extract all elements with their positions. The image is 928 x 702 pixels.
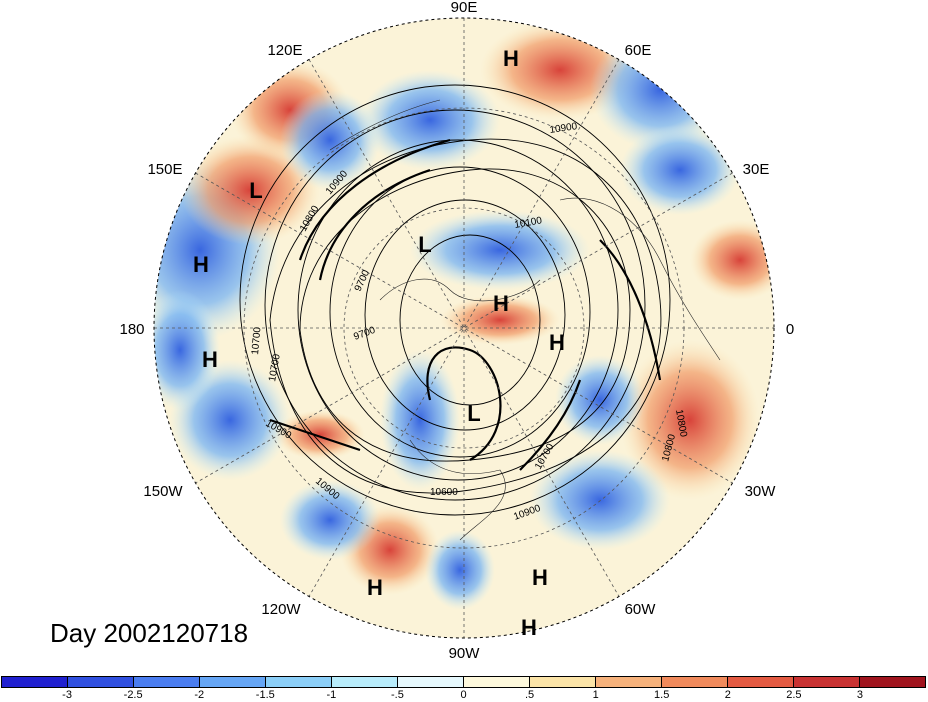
map-boundary — [153, 17, 775, 639]
height-contours — [239, 84, 671, 516]
colorbar-swatch — [530, 677, 596, 687]
contour-label: 10600 — [430, 487, 458, 498]
lon-label-150w: 150W — [143, 483, 183, 500]
lon-label-120e: 120E — [267, 42, 302, 59]
colorbar-swatch — [596, 677, 662, 687]
colorbar-tick-label: -3 — [62, 689, 72, 701]
lon-label-180: 180 — [119, 321, 144, 338]
colorbar-tick-label: 2 — [724, 689, 731, 701]
high-pressure-marker: H — [493, 291, 509, 316]
colorbar-swatch — [332, 677, 398, 687]
colorbar-tick-label: -1.5 — [255, 689, 275, 701]
colorbar — [1, 676, 926, 688]
colorbar-swatch — [2, 677, 68, 687]
lon-label-120w: 120W — [261, 601, 301, 618]
lon-label-150e: 150E — [147, 161, 182, 178]
colorbar-ticks: -3 -2.5 -2 -1.5 -1 -.5 0 .5 1 1.5 2 2.5 3 — [1, 689, 926, 702]
colorbar-tick-label: 3 — [856, 689, 863, 701]
colorbar-tick-label: .5 — [524, 689, 535, 701]
lon-label-90e: 90E — [451, 0, 478, 16]
colorbar-tick-label: 1 — [592, 689, 599, 701]
contour-label: 10900 — [549, 121, 579, 136]
colorbar-swatch — [728, 677, 794, 687]
high-pressure-marker: H — [532, 565, 548, 590]
colorbar-swatch — [134, 677, 200, 687]
contour-label: 10100 — [514, 215, 544, 231]
contour-label: 10800 — [673, 409, 689, 439]
contour-label: 10700 — [267, 353, 283, 383]
lon-label-90w: 90W — [449, 645, 481, 660]
colorbar-swatch — [464, 677, 530, 687]
lon-label-30w: 30W — [745, 483, 777, 500]
low-pressure-marker: L — [249, 178, 262, 203]
colorbar-swatch — [860, 677, 925, 687]
colorbar-tick-label: 2.5 — [786, 689, 802, 701]
colorbar-tick-label: -2 — [194, 689, 205, 701]
colorbar-tick-label: -1 — [326, 689, 337, 701]
low-pressure-marker: L — [418, 232, 431, 257]
lon-label-60w: 60W — [625, 601, 657, 618]
colorbar-swatch — [68, 677, 134, 687]
lon-label-30e: 30E — [743, 161, 770, 178]
low-pressure-marker: L — [467, 401, 480, 426]
jet-contours — [269, 138, 662, 471]
coastlines — [329, 99, 721, 541]
contour-label: 10700 — [250, 326, 263, 355]
pressure-centers: H L H H L H H L H H H — [193, 46, 565, 640]
longitude-labels: 90E 60E 30E 0 30W 60W 90W 120W 150W 180 … — [119, 0, 794, 660]
colorbar-swatch — [662, 677, 728, 687]
high-pressure-marker: H — [549, 330, 565, 355]
lon-label-0: 0 — [786, 321, 794, 338]
graticule — [154, 18, 774, 638]
high-pressure-marker: H — [367, 575, 383, 600]
colorbar-tick-label: 0 — [460, 689, 467, 701]
lon-label-60e: 60E — [625, 42, 652, 59]
colorbar-swatch — [200, 677, 266, 687]
high-pressure-marker: H — [193, 252, 209, 277]
colorbar-swatch — [266, 677, 332, 687]
high-pressure-marker: H — [202, 347, 218, 372]
polar-stereographic-map: 10900 10800 9700 9700 10700 10900 10900 … — [119, 0, 794, 660]
high-pressure-marker: H — [521, 615, 537, 640]
colorbar-swatch — [398, 677, 464, 687]
colorbar-tick-label: 1.5 — [654, 689, 670, 701]
colorbar-tick-label: -.5 — [391, 689, 404, 701]
colorbar-tick-label: -2.5 — [123, 689, 143, 701]
high-pressure-marker: H — [503, 46, 519, 71]
day-timestamp-label: Day 2002120718 — [50, 618, 249, 648]
colorbar-swatch — [794, 677, 860, 687]
